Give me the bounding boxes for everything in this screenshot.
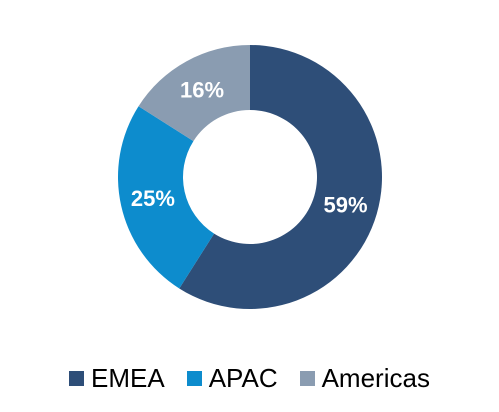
slice-label-americas: 16% (180, 77, 224, 102)
legend-item-americas: Americas (299, 362, 430, 394)
donut-plot: 59% 25% 16% (118, 45, 382, 309)
legend-item-apac: APAC (186, 362, 278, 394)
legend-swatch-americas (299, 370, 315, 386)
legend-swatch-emea (69, 370, 85, 386)
legend-label-apac: APAC (208, 362, 278, 393)
slice-americas (138, 45, 250, 142)
legend-swatch-apac (186, 370, 202, 386)
legend-label-emea: EMEA (91, 362, 165, 393)
slice-emea (179, 45, 382, 309)
slice-label-apac: 25% (131, 186, 175, 211)
legend-label-americas: Americas (321, 362, 430, 393)
legend: EMEA APAC Americas (0, 360, 499, 396)
slice-apac (118, 106, 215, 289)
legend-item-emea: EMEA (69, 363, 165, 394)
slice-label-emea: 59% (324, 192, 368, 217)
